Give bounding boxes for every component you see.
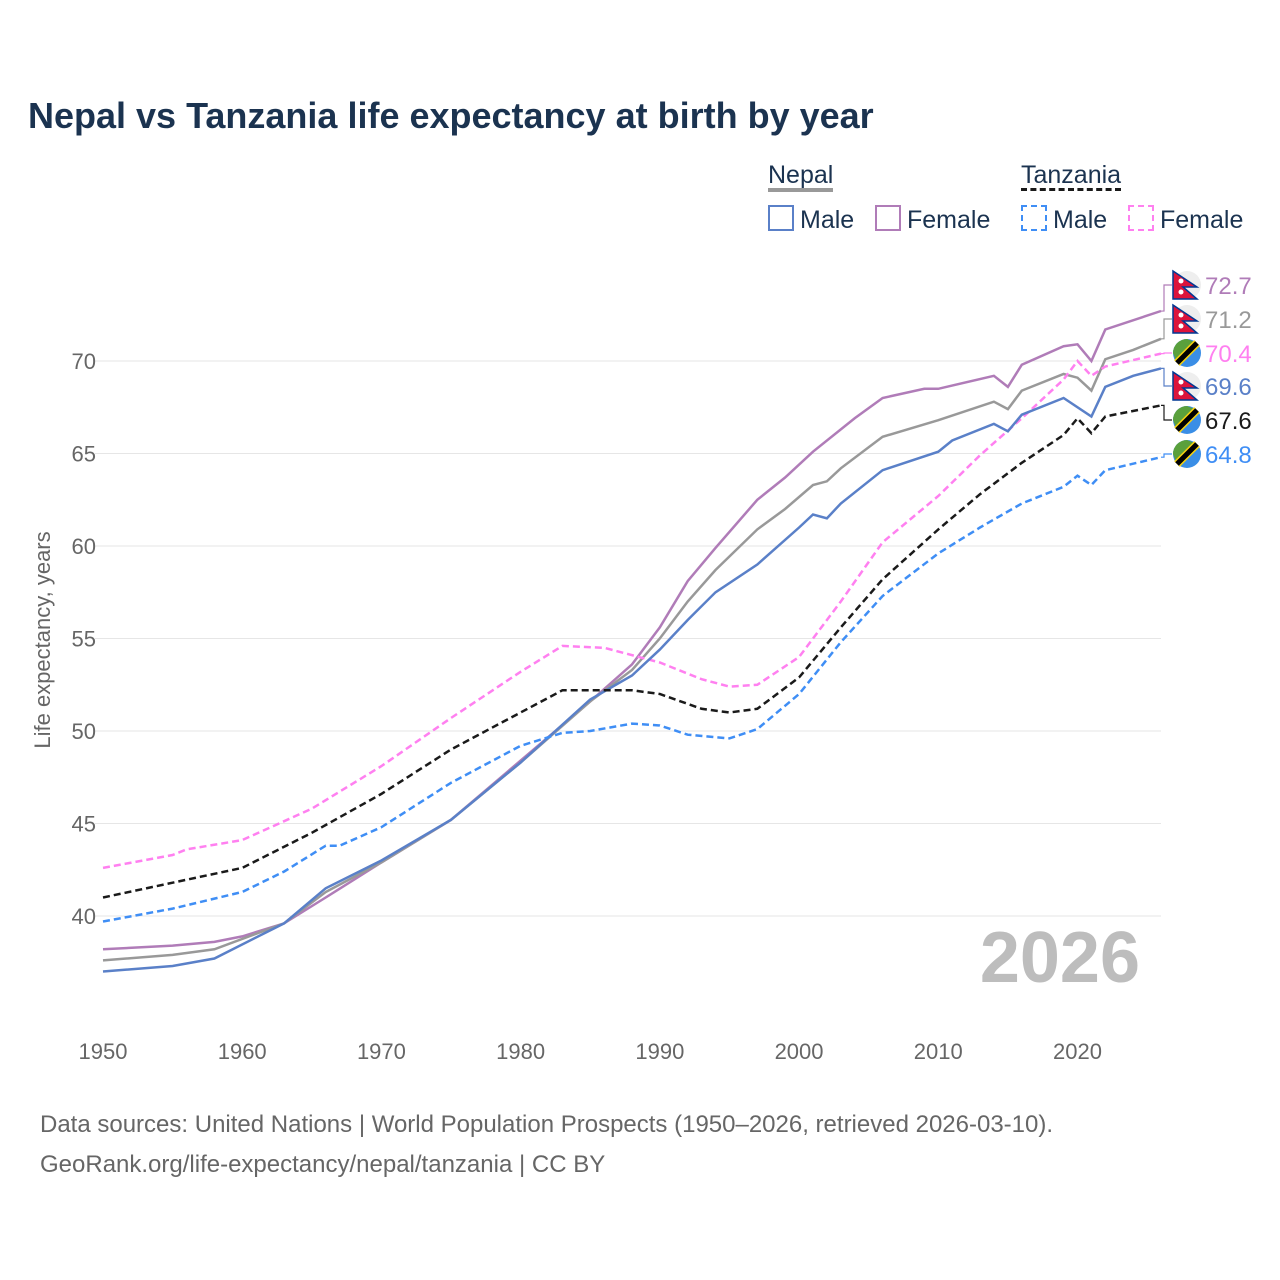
y-axis-label: Life expectancy, years [30,531,55,748]
source-line: Data sources: United Nations | World Pop… [40,1111,1054,1138]
source-link[interactable]: GeoRank.org/life-expectancy/nepal/tanzan… [40,1151,606,1178]
legend-label: Male [800,206,855,234]
label-connector [1161,284,1172,312]
y-tick-label: 40 [72,904,96,929]
tanzania-flag-icon [1173,339,1201,367]
x-tick-label: 1970 [357,1039,406,1064]
x-tick-label: 2020 [1053,1039,1102,1064]
x-tick-label: 2000 [775,1039,824,1064]
x-tick-label: 1980 [496,1039,545,1064]
x-tick-label: 1990 [635,1039,684,1064]
series-line-nepal-male [102,367,1162,973]
legend-swatch [1021,205,1047,231]
x-tick-label: 1960 [218,1039,267,1064]
series-line-nepal-female [102,309,1162,951]
legend-label: Male [1053,206,1108,234]
y-tick-label: 45 [72,812,96,837]
year-watermark: 2026 [980,918,1140,998]
x-tick-label: 1950 [79,1039,128,1064]
y-tick-label: 50 [72,719,96,744]
end-value-label: 72.7 [1205,273,1252,300]
legend-swatch [875,205,901,231]
legend-nepal-male[interactable]: Male [768,205,854,235]
end-value-label: 69.6 [1205,374,1252,401]
legend-nepal-female[interactable]: Female [875,205,990,235]
legend-label: Female [907,206,991,234]
tanzania-flag-icon [1173,406,1201,434]
nepal-flag-icon [1172,269,1201,300]
y-tick-label: 70 [72,349,96,374]
end-value-label: 71.2 [1205,307,1252,334]
legend-nepal-header: Nepal [768,162,834,192]
source-note: Data sources: United Nations | World Pop… [40,1105,1053,1185]
nepal-flag-icon [1172,370,1201,401]
nepal-flag-icon [1172,303,1201,334]
y-tick-label: 65 [72,442,96,467]
tanzania-flag-icon [1173,440,1201,468]
x-tick-label: 2010 [914,1039,963,1064]
y-tick-label: 60 [72,534,96,559]
label-connector [1161,352,1172,355]
chart-title: Nepal vs Tanzania life expectancy at bir… [28,95,874,136]
y-tick-label: 55 [72,627,96,652]
end-value-label: 64.8 [1205,442,1252,469]
label-connector [1161,367,1172,387]
legend-swatch [1128,205,1154,231]
legend-tanzania-female[interactable]: Female [1128,205,1243,235]
legend-label: Female [1160,206,1244,234]
label-connector [1161,318,1172,340]
label-connector [1161,453,1172,458]
legend-swatch [768,205,794,231]
end-value-label: 70.4 [1205,341,1252,368]
label-connector [1161,404,1172,421]
legend-tanzania-male[interactable]: Male [1021,205,1107,235]
series-line-tanzania-female [102,352,1162,870]
series-line-tanzania-male [102,455,1162,923]
series-line-nepal [102,337,1162,962]
series-line-tanzania [102,404,1162,899]
legend-tanzania-header: Tanzania [1021,161,1122,191]
end-value-label: 67.6 [1205,408,1252,435]
